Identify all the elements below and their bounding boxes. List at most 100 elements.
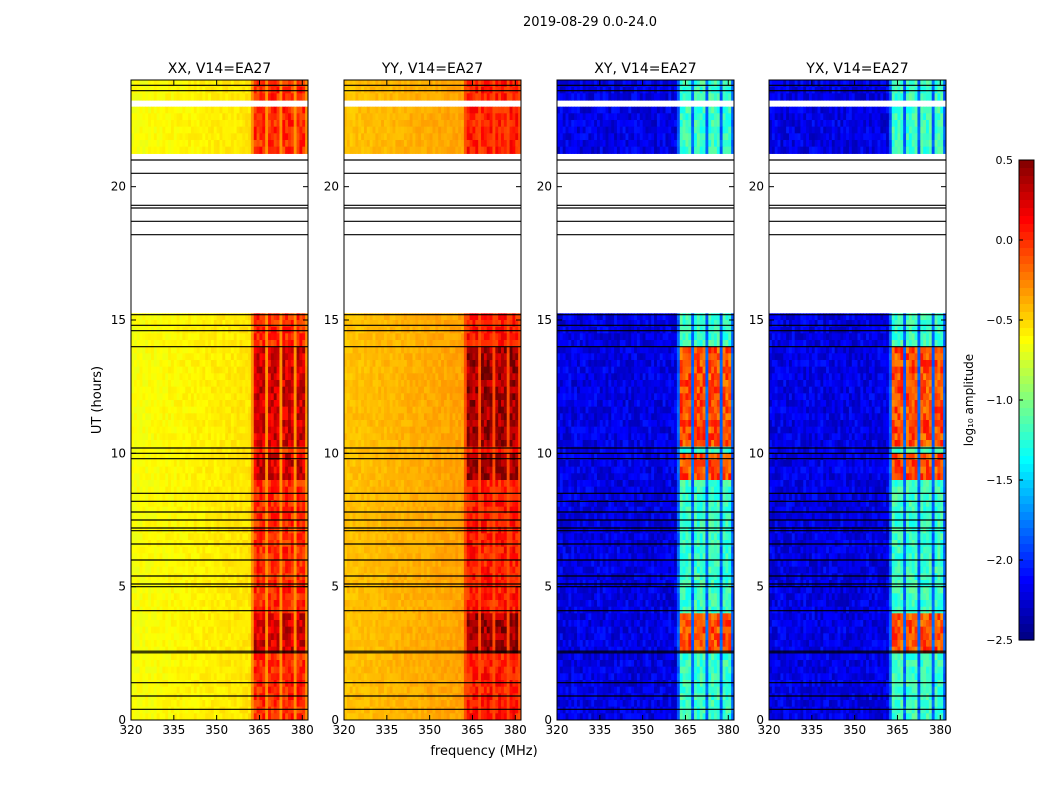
heatmap-cell (162, 480, 166, 488)
heatmap-cell (222, 320, 226, 328)
heatmap-cell (262, 686, 266, 694)
heatmap-cell (233, 106, 238, 114)
heatmap-cell (225, 353, 229, 361)
heatmap-cell (435, 133, 439, 141)
heatmap-cell (293, 393, 298, 401)
heatmap-cell (228, 573, 232, 581)
heatmap-cell (156, 373, 161, 381)
heatmap-cell (256, 546, 261, 554)
heatmap-cell (239, 666, 243, 674)
heatmap-cell (153, 366, 158, 374)
heatmap-cell (133, 126, 138, 134)
heatmap-cell (156, 660, 161, 668)
heatmap-cell (133, 560, 138, 568)
heatmap-cell (230, 366, 235, 374)
heatmap-cell (213, 613, 218, 621)
heatmap-cell (179, 520, 183, 528)
heatmap-cell (302, 413, 306, 421)
heatmap-cell (250, 313, 255, 321)
x-tick-label: 320 (120, 723, 143, 737)
heatmap-cell (262, 693, 266, 701)
heatmap-cell (270, 533, 275, 541)
heatmap-cell (176, 480, 181, 488)
heatmap-cell (159, 373, 163, 381)
heatmap-cell (228, 406, 232, 414)
heatmap-cell (225, 106, 229, 114)
heatmap-cell (305, 433, 308, 441)
heatmap-cell (438, 133, 442, 141)
heatmap-cell (168, 520, 172, 528)
heatmap-cell (276, 706, 281, 714)
heatmap-cell (170, 613, 175, 621)
heatmap-cell (290, 706, 295, 714)
heatmap-cell (168, 440, 172, 448)
heatmap-cell (279, 513, 283, 521)
heatmap-cell (265, 380, 269, 388)
heatmap-cell (253, 486, 258, 494)
heatmap-cell (210, 446, 215, 454)
figure-suptitle: 2019-08-29 0.0-24.0 (523, 15, 657, 30)
heatmap-cell (139, 493, 144, 501)
heatmap-cell (302, 140, 306, 148)
heatmap-cell (406, 113, 411, 121)
heatmap-cell (293, 413, 298, 421)
heatmap-cell (199, 640, 203, 648)
heatmap-cell (259, 426, 263, 434)
heatmap-cell (208, 420, 212, 428)
heatmap-cell (168, 646, 172, 654)
heatmap-cell (222, 633, 226, 641)
heatmap-cell (248, 493, 252, 501)
heatmap-cell (225, 360, 229, 368)
heatmap-cell (150, 366, 155, 374)
heatmap-cell (282, 513, 286, 521)
heatmap-cell (142, 613, 146, 621)
heatmap-cell (421, 126, 425, 134)
heatmap-cell (205, 473, 209, 481)
heatmap-cell (162, 340, 166, 348)
heatmap-cell (265, 346, 269, 354)
heatmap-cell (423, 106, 428, 114)
heatmap-cell (268, 620, 272, 628)
heatmap-cell (142, 700, 146, 708)
heatmap-cell (282, 493, 286, 501)
heatmap-cell (296, 420, 301, 428)
heatmap-cell (188, 426, 192, 434)
heatmap-cell (265, 560, 269, 568)
heatmap-cell (199, 626, 203, 634)
heatmap-cell (245, 126, 249, 134)
heatmap-cell (285, 480, 289, 488)
heatmap-cell (276, 480, 281, 488)
heatmap-cell (239, 433, 243, 441)
heatmap-cell (276, 460, 281, 468)
heatmap-cell (299, 693, 303, 701)
heatmap-cell (250, 353, 255, 361)
heatmap-cell (150, 700, 155, 708)
heatmap-cell (282, 106, 286, 114)
heatmap-cell (202, 613, 206, 621)
heatmap-cell (216, 126, 221, 134)
heatmap-cell (265, 433, 269, 441)
heatmap-cell (225, 653, 229, 661)
heatmap-cell (222, 486, 226, 494)
heatmap-cell (352, 93, 357, 101)
heatmap-cell (139, 546, 144, 554)
heatmap-cell (299, 146, 303, 154)
heatmap-cell (279, 693, 283, 701)
heatmap-cell (170, 433, 175, 441)
heatmap-cell (170, 313, 175, 321)
heatmap-cell (159, 346, 163, 354)
heatmap-cell (268, 486, 272, 494)
heatmap-cell (188, 693, 192, 701)
heatmap-cell (478, 106, 482, 114)
heatmap-cell (429, 133, 434, 141)
heatmap-cell (148, 426, 152, 434)
heatmap-cell (250, 680, 255, 688)
heatmap-cell (216, 660, 221, 668)
heatmap-cell (199, 473, 203, 481)
heatmap-cell (268, 520, 272, 528)
heatmap-cell (208, 493, 212, 501)
heatmap-cell (253, 553, 258, 561)
heatmap-cell (205, 500, 209, 508)
heatmap-cell (205, 593, 209, 601)
heatmap-cell (170, 693, 175, 701)
